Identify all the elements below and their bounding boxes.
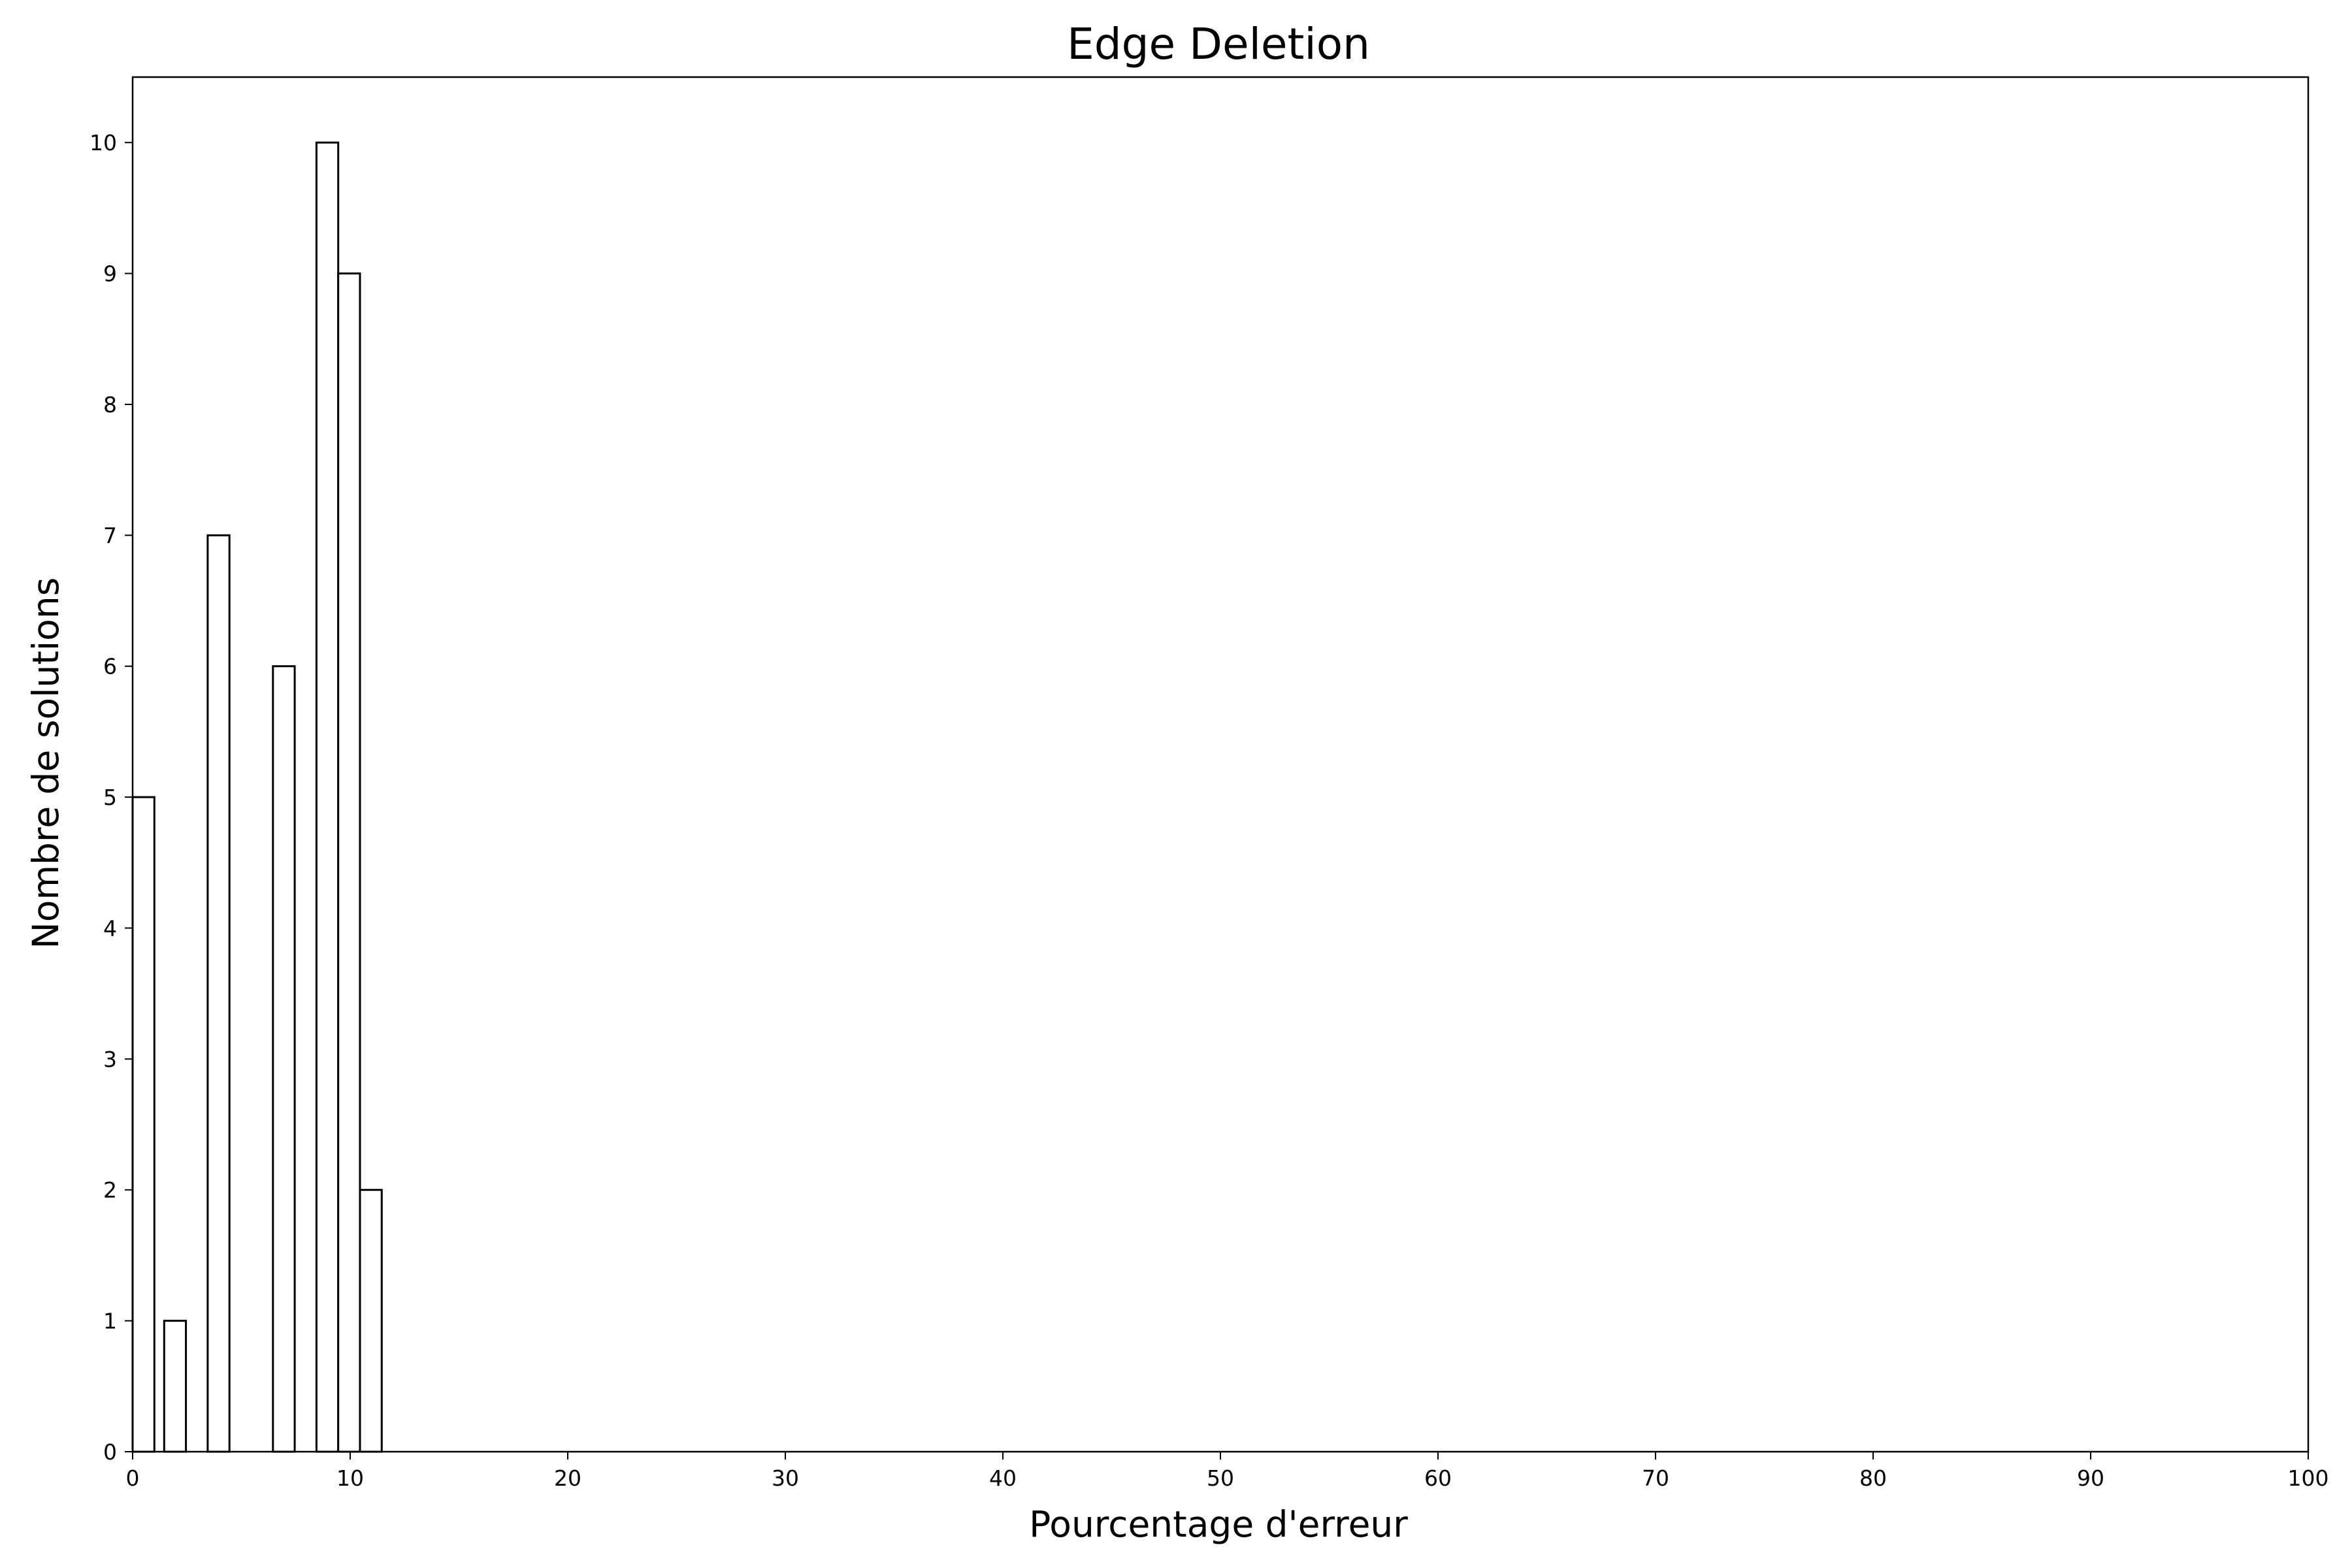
x-tick-label: 0 (126, 1465, 140, 1491)
chart-title: Edge Deletion (1067, 19, 1370, 69)
histogram-bar-0 (131, 796, 155, 1453)
y-tick-label: 6 (103, 654, 117, 679)
histogram-bar-2 (206, 534, 231, 1453)
y-tick-label: 2 (103, 1177, 117, 1203)
y-tick-label: 0 (103, 1439, 117, 1465)
y-axis-title: Nombre de solutions (25, 578, 67, 949)
histogram-bar-4 (315, 141, 340, 1453)
histogram-bar-1 (163, 1320, 188, 1453)
y-tick-label: 8 (103, 392, 117, 417)
x-tick-label: 40 (989, 1465, 1017, 1491)
x-axis-title: Pourcentage d'erreur (1029, 1503, 1408, 1545)
y-tick-label: 7 (103, 523, 117, 548)
x-tick-label: 20 (554, 1465, 581, 1491)
y-tick-label: 10 (90, 130, 117, 155)
x-tick-label: 80 (1859, 1465, 1887, 1491)
y-tick-label: 1 (103, 1309, 117, 1334)
x-tick-label: 10 (336, 1465, 364, 1491)
y-tick-label: 9 (103, 261, 117, 287)
x-tick-label: 90 (2077, 1465, 2104, 1491)
histogram-bar-3 (272, 665, 296, 1453)
x-tick-label: 30 (772, 1465, 799, 1491)
y-tick-label: 5 (103, 785, 117, 810)
x-tick-label: 70 (1642, 1465, 1669, 1491)
y-axis-ticks: 0 1 2 3 4 5 6 7 8 9 10 (90, 130, 133, 1465)
y-tick-label: 3 (103, 1047, 117, 1072)
plot-area-frame (131, 76, 2310, 1453)
histogram-bar-6 (359, 1188, 383, 1453)
y-tick-label: 4 (103, 915, 117, 941)
histogram-bar-5 (337, 272, 361, 1453)
x-tick-label: 60 (1424, 1465, 1452, 1491)
x-tick-label: 50 (1207, 1465, 1234, 1491)
x-tick-label: 100 (2288, 1465, 2329, 1491)
x-axis-ticks: 0 10 20 30 40 50 60 70 80 90 100 (126, 1452, 2329, 1491)
